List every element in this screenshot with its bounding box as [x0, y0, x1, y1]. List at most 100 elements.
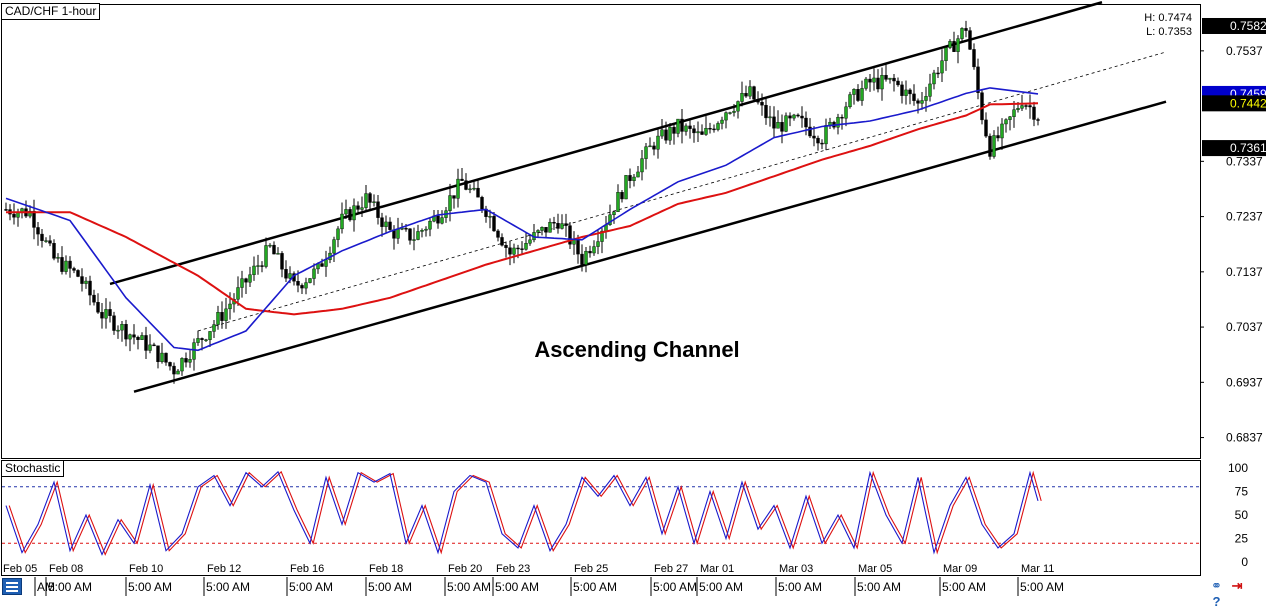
candle-body [56, 257, 60, 259]
candle-body [384, 221, 388, 227]
candle [848, 91, 852, 109]
candle-body [788, 115, 792, 119]
candle [952, 31, 956, 53]
candle [744, 85, 748, 98]
candle [192, 338, 196, 371]
candle [536, 229, 540, 238]
candle-body [448, 195, 452, 211]
candle [616, 184, 620, 212]
candle-body [636, 171, 640, 178]
candle-body [500, 237, 504, 246]
candle-body [60, 257, 64, 272]
candle [172, 362, 176, 384]
date-label: Feb 12 [207, 563, 241, 575]
candle [32, 199, 36, 240]
time-label: 5:00 AM [368, 580, 412, 594]
candle-body [228, 303, 232, 310]
arrow-right-icon[interactable]: ⇥ [1231, 578, 1243, 593]
candle-body [624, 175, 628, 200]
candle-body [640, 158, 644, 173]
candle-body [308, 278, 312, 283]
price-badge-label: 0.7361 [1230, 141, 1266, 155]
candle-body [348, 209, 352, 221]
candle [216, 305, 220, 330]
candle [140, 332, 144, 341]
candle-body [564, 223, 568, 226]
date-label: Feb 08 [49, 563, 83, 575]
candle-body [860, 88, 864, 101]
candle-body [584, 250, 588, 265]
ma-fast-line [5, 87, 1039, 352]
candle-body [724, 112, 728, 121]
candle-body [856, 89, 860, 101]
candle [968, 27, 972, 50]
candle-body [924, 96, 928, 101]
candle-body [180, 358, 184, 372]
candle [284, 260, 288, 282]
candle-body [240, 278, 244, 288]
candle [720, 116, 724, 130]
help-icon[interactable]: ? [1212, 594, 1221, 609]
candle [1000, 118, 1004, 150]
price-tick-label: 0.7537 [1226, 44, 1263, 58]
candle [628, 168, 632, 189]
candle-body [948, 41, 952, 48]
candle-body [52, 243, 56, 259]
candle-body [364, 193, 368, 208]
date-label: Feb 10 [129, 563, 163, 575]
candle-body [372, 201, 376, 203]
candle [660, 118, 664, 139]
candle [124, 319, 128, 347]
stochastic-tick-label: 0 [1241, 555, 1248, 569]
candle-body [200, 338, 204, 340]
candle [736, 100, 740, 119]
candle-body [680, 118, 684, 132]
candle [712, 124, 716, 133]
candle-body [716, 123, 720, 130]
candle [860, 80, 864, 106]
candle-body [644, 146, 648, 159]
candle [976, 58, 980, 100]
candle [364, 184, 368, 212]
candle-body [660, 129, 664, 137]
candle [868, 74, 872, 92]
candle [716, 121, 720, 132]
candle-body [756, 98, 760, 103]
candle [156, 345, 160, 369]
candle [136, 335, 140, 350]
candle [664, 121, 668, 144]
candle [656, 128, 660, 159]
candle-body [76, 270, 80, 277]
candle-body [880, 75, 884, 90]
candle-body [324, 259, 328, 267]
candle [760, 93, 764, 116]
candle-body [504, 245, 508, 248]
candle [676, 118, 680, 138]
candle-body [428, 220, 432, 230]
menu-icon[interactable] [2, 578, 22, 595]
candle [272, 241, 276, 255]
candle-body [740, 93, 744, 102]
price-tick-label: 0.6837 [1226, 431, 1263, 445]
candle-body [64, 260, 68, 272]
candle-body [488, 216, 492, 218]
candle-body [928, 83, 932, 97]
candle-body [964, 28, 968, 31]
candle-body [496, 230, 500, 238]
candle-body [260, 265, 264, 267]
link-icon[interactable]: ⚭ [1211, 578, 1222, 593]
candle-body [732, 110, 736, 113]
date-label: Mar 05 [858, 563, 892, 575]
candle-body [80, 276, 84, 284]
candle-body [632, 176, 636, 181]
candle-body [360, 207, 364, 210]
candle [804, 111, 808, 136]
candle [92, 289, 96, 306]
candle [220, 301, 224, 329]
candle [568, 221, 572, 249]
candle [60, 246, 64, 275]
time-label: 5:00 AM [289, 580, 333, 594]
candle [704, 116, 708, 136]
stochastic-tick-label: 25 [1235, 532, 1249, 546]
candle-body [124, 324, 128, 340]
